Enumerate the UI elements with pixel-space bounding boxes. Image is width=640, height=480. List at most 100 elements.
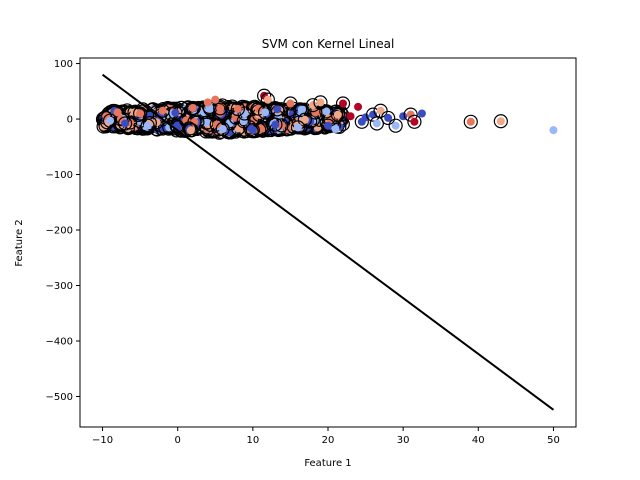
data-point	[233, 105, 242, 114]
support-vector-ring	[270, 102, 285, 117]
data-point	[218, 125, 227, 134]
data-point	[188, 103, 197, 112]
data-point	[417, 109, 426, 118]
x-axis-label: Feature 1	[304, 458, 351, 469]
support-vector-ring	[245, 123, 260, 138]
cluster-point	[171, 108, 180, 117]
x-tick-label: 10	[246, 435, 259, 446]
support-vector-ring	[365, 107, 381, 122]
support-vector-ring	[463, 114, 478, 129]
x-tick-label: 30	[397, 435, 410, 446]
y-tick-label: 100	[54, 59, 73, 70]
data-point	[346, 112, 355, 121]
y-tick-label: 0	[67, 115, 73, 126]
y-axis: −500 −400 −300 −200 −100 0 100	[46, 59, 80, 403]
data-point	[361, 113, 370, 122]
data-point	[391, 121, 400, 130]
data-point	[203, 98, 212, 107]
cluster-point	[300, 115, 309, 124]
support-vector-ring	[381, 110, 396, 126]
x-tick-label: −10	[92, 435, 113, 446]
support-vector-ring	[230, 101, 245, 117]
support-vector-ring	[373, 103, 388, 118]
support-vector-ring	[185, 100, 200, 116]
support-vector-ring	[260, 92, 275, 107]
support-vector-ring	[117, 116, 133, 131]
x-tick-label: 50	[547, 435, 560, 446]
support-vector-ring	[183, 123, 198, 138]
support-vector-ring	[493, 114, 508, 129]
support-vector-ring	[388, 118, 403, 133]
support-vector-ring	[102, 113, 118, 128]
decision-boundary-line	[101, 73, 555, 411]
data-point	[158, 106, 167, 115]
cluster-point	[297, 105, 306, 114]
support-vector-ring	[142, 115, 157, 131]
data-point	[376, 106, 385, 115]
data-point	[121, 119, 130, 128]
data-point	[324, 121, 332, 130]
data-point	[354, 102, 363, 111]
data-point	[286, 99, 295, 108]
cluster-point	[202, 118, 211, 127]
data-point	[113, 108, 122, 117]
data-point	[316, 98, 325, 107]
data-point	[211, 95, 220, 104]
data-point	[410, 117, 419, 126]
data-point	[331, 125, 340, 134]
cluster-point	[333, 110, 342, 119]
data-point	[339, 99, 348, 108]
cluster-point	[261, 108, 270, 117]
data-point	[136, 109, 145, 118]
support-vector-ring	[170, 120, 185, 135]
x-tick-label: 20	[322, 435, 335, 446]
support-vector-ring	[369, 116, 384, 131]
y-tick-label: −300	[46, 281, 73, 292]
support-vector-ring	[155, 103, 170, 118]
support-vector-ring	[313, 95, 328, 110]
y-axis-label: Feature 2	[14, 219, 25, 266]
cluster-point	[273, 105, 282, 114]
support-vector-ring	[268, 117, 283, 132]
data-point	[263, 95, 272, 104]
y-tick-label: −200	[46, 226, 73, 237]
support-vector-ring	[283, 96, 298, 111]
data-point	[372, 119, 381, 128]
data-point	[496, 117, 505, 126]
cluster-point	[322, 107, 331, 116]
data-point	[308, 101, 317, 110]
support-vector-ring	[215, 121, 230, 137]
cluster-point	[212, 120, 221, 129]
cluster-point	[216, 104, 225, 113]
support-vector-ring	[335, 96, 351, 111]
data-point	[406, 110, 415, 119]
support-vector-ring	[140, 118, 155, 133]
data-point	[271, 120, 280, 129]
data-point	[248, 126, 257, 135]
y-tick-label: −100	[46, 170, 73, 181]
support-vector-ring	[231, 121, 246, 136]
chart-title: SVM con Kernel Lineal	[262, 37, 395, 51]
cluster-point	[254, 104, 263, 113]
x-axis: −10 0 10 20 30 40 50	[92, 427, 560, 446]
support-vector-ring	[354, 114, 369, 129]
cluster-point	[186, 126, 195, 135]
cluster-point	[206, 104, 215, 113]
support-vector-ring	[257, 88, 272, 103]
data-point	[143, 121, 152, 130]
data-points	[102, 88, 558, 138]
x-tick-label: 0	[175, 435, 181, 446]
y-tick-label: −500	[46, 392, 73, 403]
data-point	[106, 116, 115, 125]
support-vector-ring	[407, 114, 422, 129]
data-point	[549, 126, 558, 135]
support-vector-ring	[133, 106, 148, 121]
x-tick-label: 40	[472, 435, 485, 446]
support-vector-ring	[213, 101, 228, 116]
cluster-point	[240, 109, 249, 118]
y-tick-label: −400	[46, 336, 73, 347]
support-vector-ring	[290, 120, 306, 135]
